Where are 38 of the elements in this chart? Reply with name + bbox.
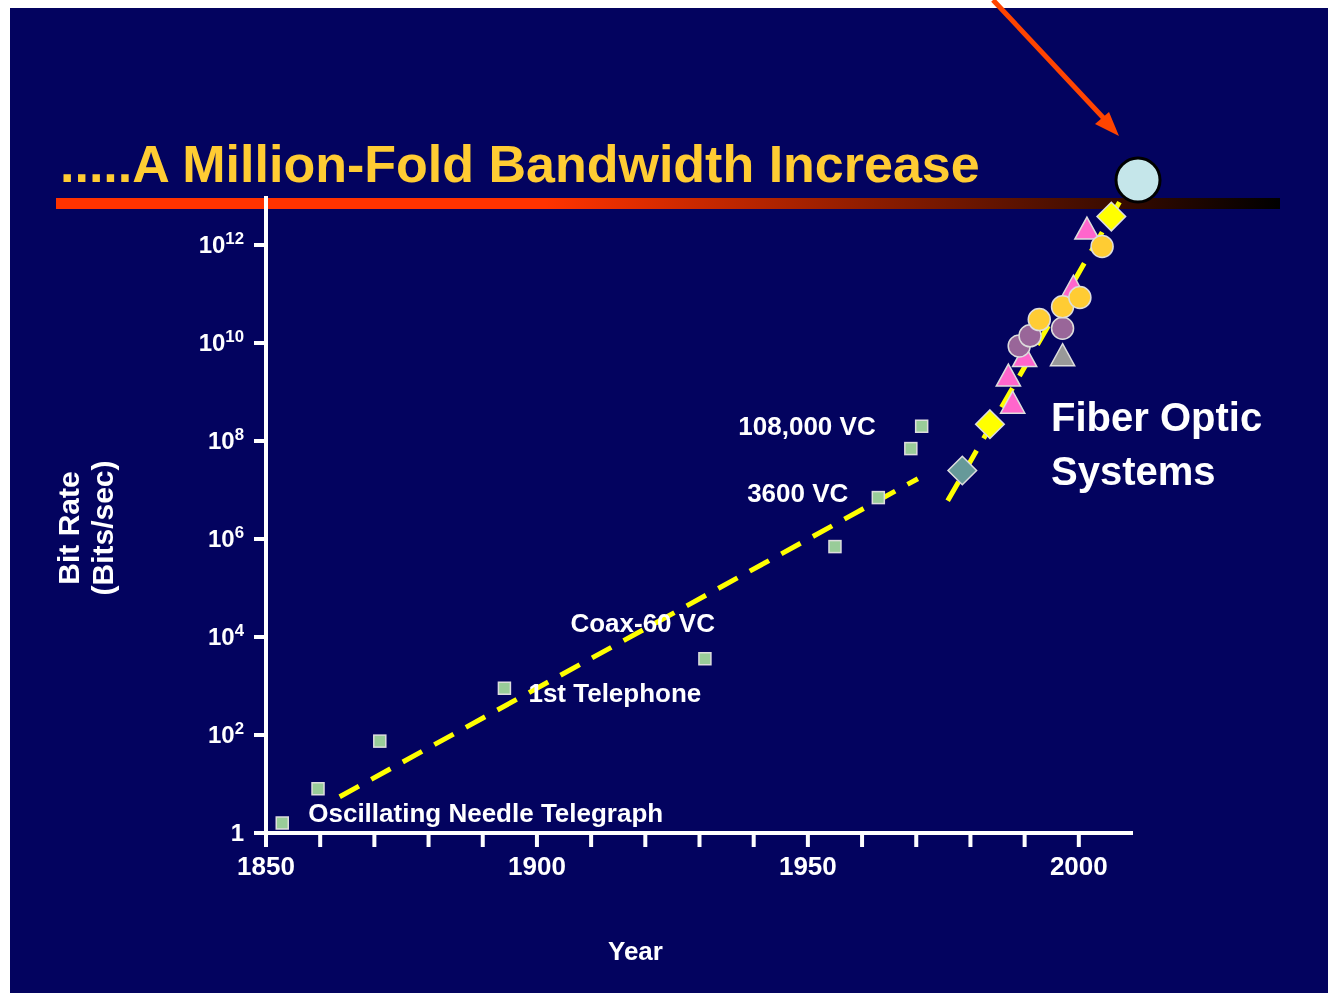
annotation: 1st Telephone [528,678,702,709]
y-tick-label: 10$^{2}$ [207,718,244,748]
point [828,539,842,554]
y-tick-label: 10$^{10}$ [198,326,244,356]
point [275,816,290,830]
point [698,651,712,666]
x-tick-label: 2000 [1049,851,1108,881]
point [311,782,325,796]
annotation: Fiber Optic Systems [1051,394,1264,495]
point [871,490,886,505]
annotation: Coax-60 VC [570,607,716,638]
point [947,455,978,486]
point [373,734,387,748]
y-tick-label: 1 [230,819,244,846]
point [1090,234,1114,259]
annotation: Oscillating Needle Telegraph [308,798,664,828]
y-tick-label: 10$^{8}$ [207,424,244,454]
point [1027,307,1052,332]
y-tick-label: 10$^{12}$ [198,228,244,258]
point [1096,201,1127,232]
point [1050,316,1075,340]
point [1068,285,1092,310]
point [974,409,1005,440]
point [904,441,918,456]
y-axis-title: Bit Rate (Bits/sec) [52,460,120,596]
point [497,681,512,695]
x-tick-label: 1850 [237,851,295,881]
point [1050,294,1075,319]
x-tick-label: 1900 [508,851,566,881]
x-axis-title: Year [608,936,663,967]
x-tick-label: 1950 [778,851,837,881]
point [914,419,929,433]
y-tick-label: 10$^{4}$ [207,620,245,650]
chart-title: .....A Million-Fold Bandwidth Increase [60,134,980,194]
annotation: 3600 VC [747,477,849,508]
y-tick-label: 10$^{6}$ [207,522,244,552]
point [1018,324,1042,348]
annotation: 108,000 VC [738,411,876,442]
